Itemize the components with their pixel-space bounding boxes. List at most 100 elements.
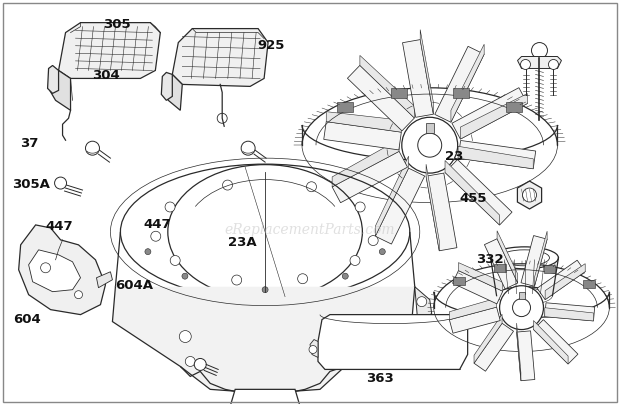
Polygon shape xyxy=(534,320,578,364)
Polygon shape xyxy=(545,308,593,321)
Circle shape xyxy=(402,117,458,173)
Polygon shape xyxy=(426,123,434,133)
Text: 23: 23 xyxy=(445,149,463,162)
Polygon shape xyxy=(537,260,585,300)
Circle shape xyxy=(549,60,559,70)
Polygon shape xyxy=(451,44,484,122)
Polygon shape xyxy=(474,314,502,363)
Circle shape xyxy=(179,330,191,343)
Polygon shape xyxy=(453,277,465,286)
Polygon shape xyxy=(337,102,353,112)
Circle shape xyxy=(309,345,317,354)
Text: 447: 447 xyxy=(143,218,170,231)
Polygon shape xyxy=(450,307,500,333)
Text: 363: 363 xyxy=(366,371,394,385)
Polygon shape xyxy=(521,236,547,286)
Polygon shape xyxy=(545,264,585,300)
Polygon shape xyxy=(453,271,503,304)
Circle shape xyxy=(500,286,544,330)
Polygon shape xyxy=(494,264,507,272)
Polygon shape xyxy=(426,173,457,251)
Circle shape xyxy=(86,141,99,155)
Polygon shape xyxy=(458,146,533,169)
Circle shape xyxy=(418,133,441,157)
Polygon shape xyxy=(435,46,484,122)
Circle shape xyxy=(165,202,175,212)
Text: 305: 305 xyxy=(103,18,130,32)
Polygon shape xyxy=(375,156,409,236)
Circle shape xyxy=(232,275,242,285)
Polygon shape xyxy=(58,23,161,79)
Polygon shape xyxy=(516,323,521,381)
Polygon shape xyxy=(450,298,497,320)
Polygon shape xyxy=(497,231,518,283)
Text: 604A: 604A xyxy=(115,279,153,292)
Polygon shape xyxy=(518,57,562,68)
Polygon shape xyxy=(29,250,81,292)
Polygon shape xyxy=(172,29,268,86)
Polygon shape xyxy=(360,55,414,118)
Text: 447: 447 xyxy=(45,220,73,233)
Polygon shape xyxy=(310,339,318,358)
Polygon shape xyxy=(534,231,547,286)
Polygon shape xyxy=(161,72,172,100)
Polygon shape xyxy=(545,303,595,321)
Polygon shape xyxy=(415,287,432,322)
Circle shape xyxy=(342,273,348,279)
Polygon shape xyxy=(332,139,399,187)
Polygon shape xyxy=(458,262,503,291)
Circle shape xyxy=(350,256,360,265)
Polygon shape xyxy=(518,292,525,298)
Polygon shape xyxy=(445,160,512,225)
Text: 37: 37 xyxy=(20,137,39,151)
Polygon shape xyxy=(391,88,407,98)
Circle shape xyxy=(185,356,195,367)
Polygon shape xyxy=(112,287,415,393)
Polygon shape xyxy=(324,122,401,150)
Text: 455: 455 xyxy=(459,192,487,205)
Polygon shape xyxy=(375,168,425,244)
Circle shape xyxy=(223,180,232,190)
Polygon shape xyxy=(48,66,58,94)
Circle shape xyxy=(40,263,51,273)
Circle shape xyxy=(335,335,345,345)
Circle shape xyxy=(298,274,308,284)
Circle shape xyxy=(379,249,385,255)
Circle shape xyxy=(182,273,188,279)
Text: 604: 604 xyxy=(13,313,41,326)
Circle shape xyxy=(306,182,316,192)
Text: 332: 332 xyxy=(476,252,503,266)
Text: 305A: 305A xyxy=(12,178,50,191)
Text: 23A: 23A xyxy=(228,237,257,249)
Polygon shape xyxy=(420,30,433,114)
Polygon shape xyxy=(583,280,595,288)
Polygon shape xyxy=(534,320,568,364)
Polygon shape xyxy=(484,239,518,289)
Circle shape xyxy=(417,297,427,307)
Polygon shape xyxy=(516,331,535,381)
Text: 925: 925 xyxy=(257,38,285,51)
Polygon shape xyxy=(452,88,528,139)
Polygon shape xyxy=(507,102,523,112)
Circle shape xyxy=(194,358,206,371)
Circle shape xyxy=(521,60,531,70)
Polygon shape xyxy=(461,94,528,139)
Circle shape xyxy=(368,236,378,245)
Polygon shape xyxy=(347,65,414,131)
Text: 304: 304 xyxy=(92,69,120,82)
Circle shape xyxy=(531,43,547,58)
Polygon shape xyxy=(19,225,105,315)
Circle shape xyxy=(355,202,365,212)
Polygon shape xyxy=(230,389,300,405)
Circle shape xyxy=(523,188,536,202)
Circle shape xyxy=(217,113,227,123)
Polygon shape xyxy=(402,40,433,117)
Circle shape xyxy=(170,256,180,265)
Polygon shape xyxy=(318,315,467,369)
Polygon shape xyxy=(458,141,536,169)
Polygon shape xyxy=(97,272,112,288)
Polygon shape xyxy=(445,160,500,225)
Circle shape xyxy=(262,287,268,293)
Circle shape xyxy=(513,298,531,317)
Circle shape xyxy=(151,231,161,241)
